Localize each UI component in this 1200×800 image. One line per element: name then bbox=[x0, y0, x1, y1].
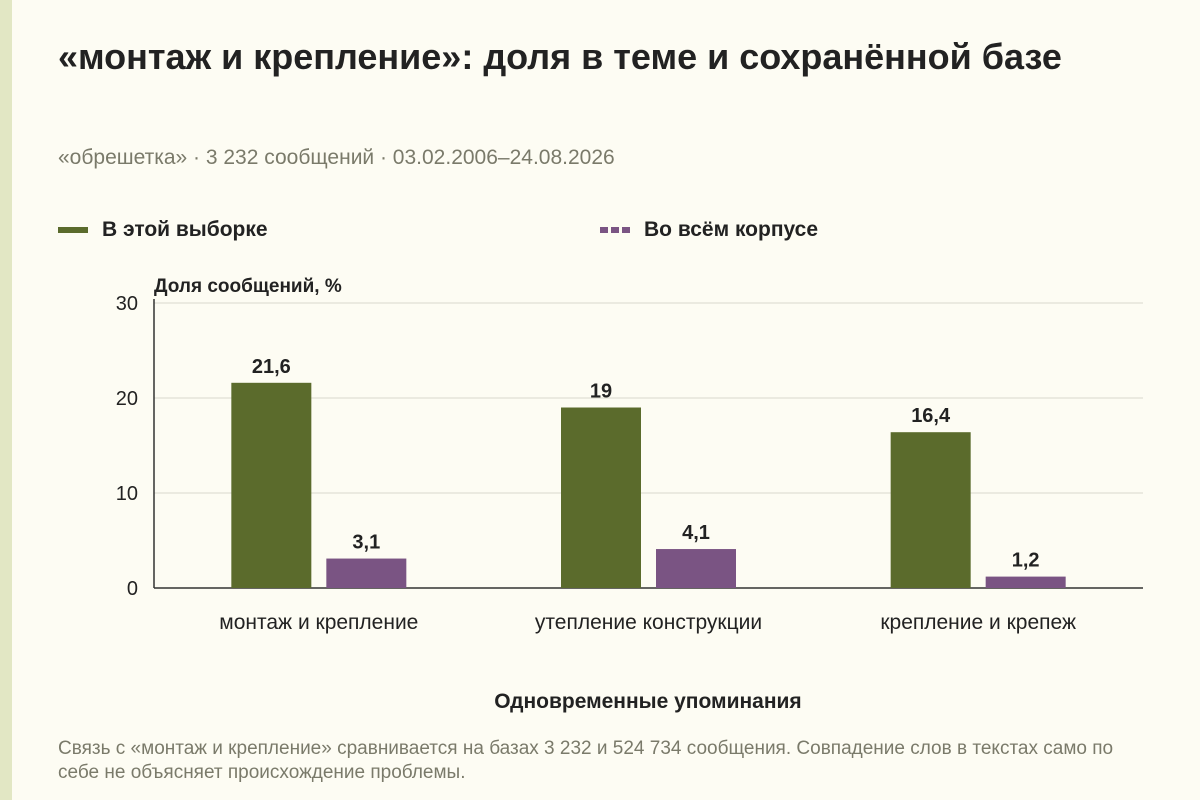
data-label: 19 bbox=[590, 381, 612, 403]
legend-item-sample: В этой выборке bbox=[58, 218, 268, 242]
y-tick-label: 20 bbox=[116, 388, 138, 410]
chart-title: «монтаж и крепление»: доля в теме и сохр… bbox=[58, 36, 1062, 77]
y-axis-label: Доля сообщений, % bbox=[154, 276, 342, 297]
x-category-label: монтаж и крепление bbox=[219, 611, 418, 634]
left-accent-bar bbox=[0, 0, 12, 800]
x-axis-label: Одновременные упоминания bbox=[494, 690, 801, 713]
y-tick-label: 10 bbox=[116, 483, 138, 505]
x-category-label: утепление конструкции bbox=[535, 611, 762, 634]
bar-corpus bbox=[326, 558, 407, 588]
legend-label-sample: В этой выборке bbox=[102, 218, 268, 241]
data-label: 21,6 bbox=[252, 356, 291, 378]
bar-sample bbox=[561, 407, 641, 588]
legend-item-corpus: Во всём корпусе bbox=[600, 218, 818, 242]
chart-subtitle: «обрешетка» · 3 232 сообщений · 03.02.20… bbox=[58, 146, 615, 169]
data-label: 1,2 bbox=[1012, 550, 1040, 572]
y-tick-label: 0 bbox=[127, 578, 138, 600]
data-label: 3,1 bbox=[352, 532, 380, 554]
data-label: 16,4 bbox=[911, 405, 951, 427]
y-tick-label: 30 bbox=[116, 293, 138, 315]
bar-corpus bbox=[985, 576, 1066, 588]
bar-corpus bbox=[656, 549, 736, 588]
bar-chart: 0 10 20 30 Доля сообщений, % 21,6 3,1 монтаж и … bbox=[116, 276, 1143, 713]
legend-label-corpus: Во всём корпусе bbox=[644, 218, 819, 241]
data-label: 4,1 bbox=[682, 522, 710, 544]
x-category-label: крепление и крепеж bbox=[880, 611, 1076, 634]
legend-swatch-corpus bbox=[600, 227, 630, 233]
bar-sample bbox=[231, 382, 312, 588]
bar-sample bbox=[890, 432, 971, 588]
legend-swatch-sample bbox=[58, 227, 88, 233]
footnote: Связь с «монтаж и крепление» сравниваетс… bbox=[58, 738, 1114, 783]
